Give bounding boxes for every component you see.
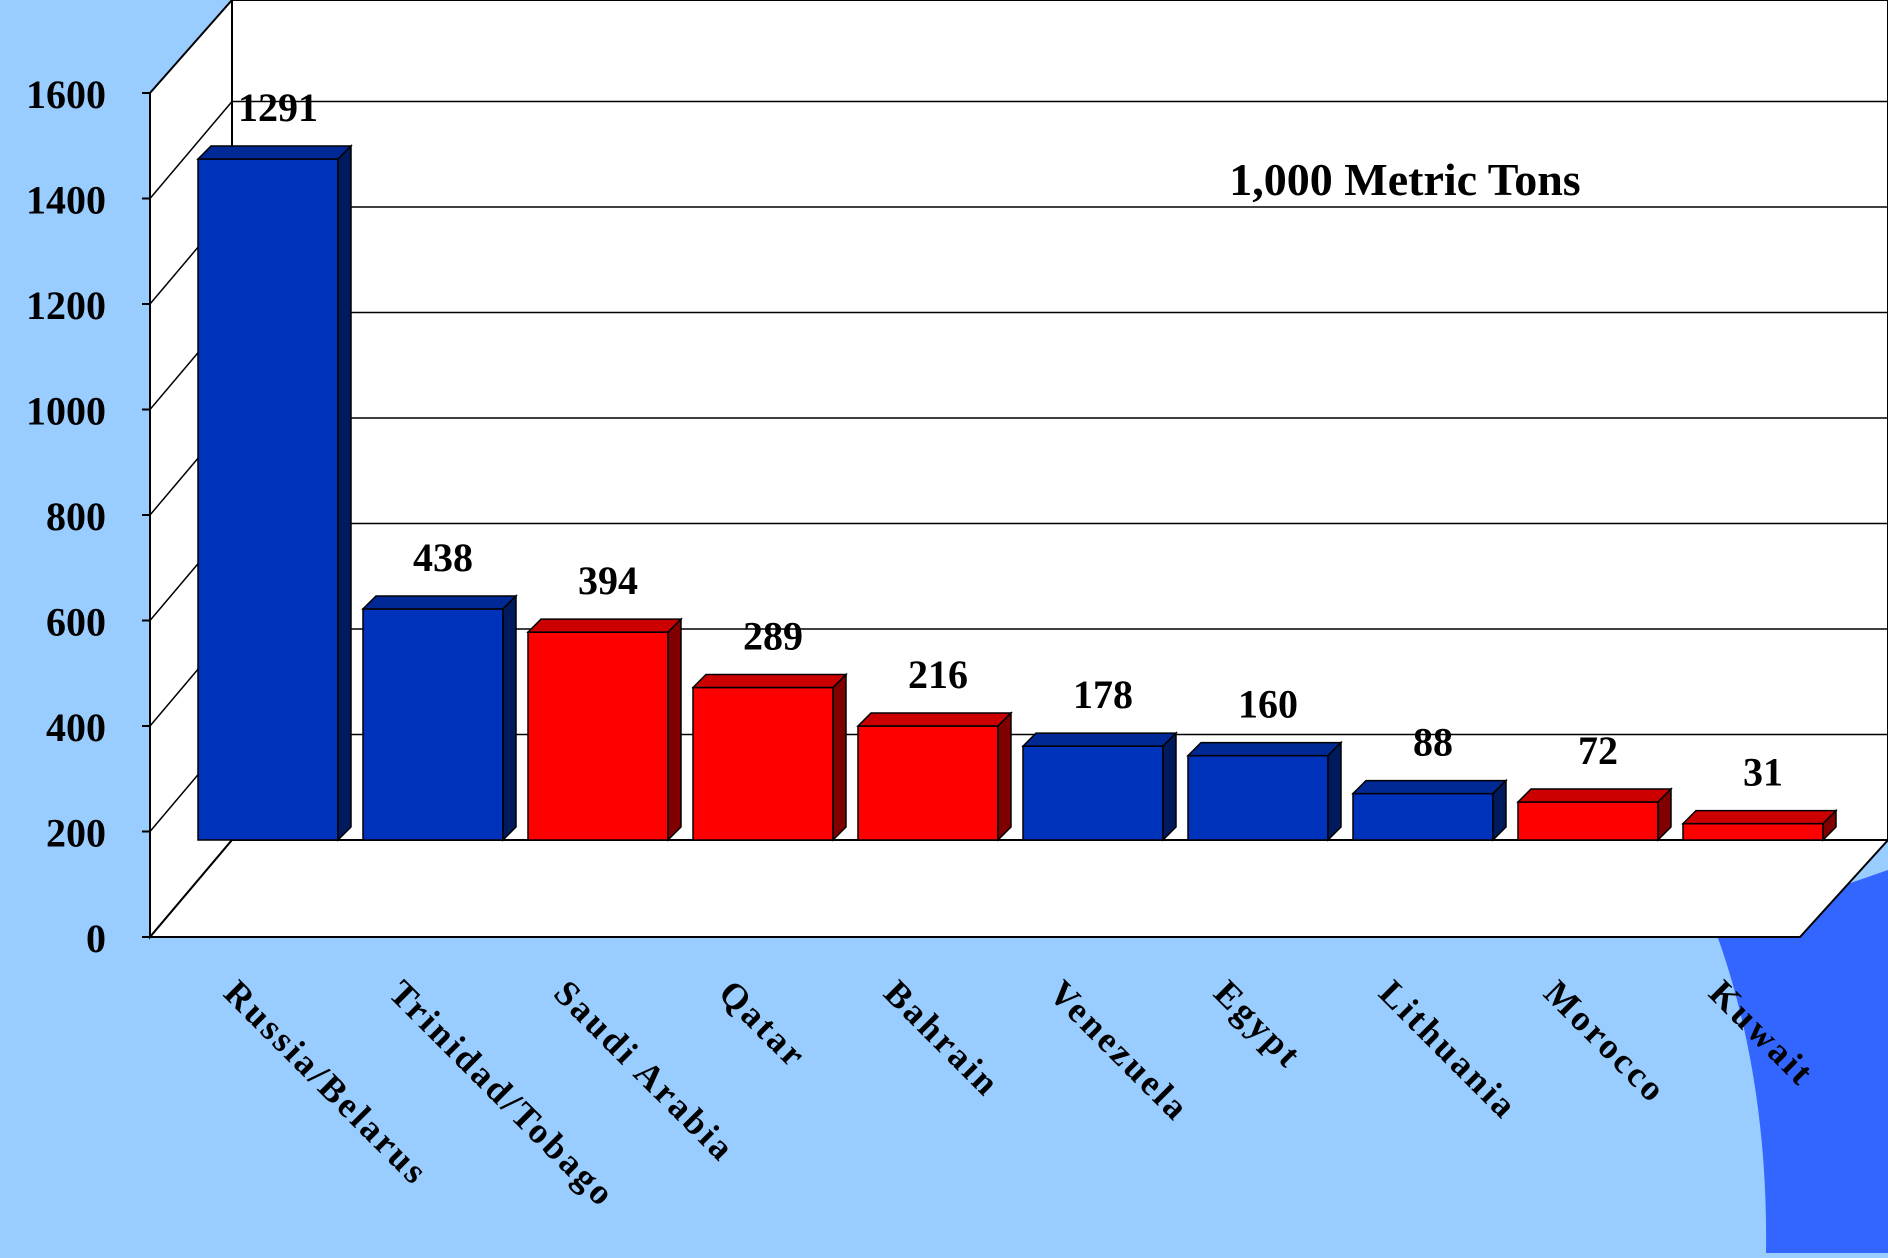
x-tick-label: Morocco (1536, 972, 1675, 1111)
bar (691, 672, 848, 842)
y-tick-label: 1400 (26, 178, 106, 223)
y-tick-label: 1600 (26, 72, 106, 117)
x-tick-label: Qatar (711, 972, 815, 1076)
bar (1351, 778, 1508, 842)
x-tick-label: Lithuania (1371, 972, 1526, 1127)
bar-front (527, 631, 669, 841)
data-label: 216 (908, 652, 968, 697)
y-tick-label: 1200 (26, 283, 106, 328)
data-label: 289 (743, 614, 803, 659)
bar (1516, 787, 1673, 842)
bar-side (832, 672, 847, 842)
data-label: 178 (1073, 672, 1133, 717)
x-tick-label: Bahrain (876, 972, 1008, 1104)
bar-front (692, 686, 834, 841)
bar-side (1327, 740, 1342, 842)
bar (361, 594, 518, 842)
bar-front (362, 608, 504, 841)
bar-side (502, 594, 517, 842)
bar-side (997, 711, 1012, 842)
bar (526, 617, 683, 842)
data-label: 438 (413, 535, 473, 580)
data-label: 160 (1238, 682, 1298, 727)
data-label: 394 (578, 558, 638, 603)
unit-annotation: 1,000 Metric Tons (1229, 154, 1580, 205)
bar-top (1351, 779, 1508, 795)
bar-top (1186, 741, 1343, 757)
bar-top (361, 595, 518, 610)
bar-side (1492, 778, 1507, 842)
bar-top (1021, 732, 1178, 747)
bar-side (337, 144, 352, 842)
y-tick-label: 400 (46, 705, 106, 750)
x-tick-label: Egypt (1206, 972, 1310, 1076)
bar-top (691, 673, 848, 689)
bar-top (196, 145, 353, 160)
bar-front (1187, 754, 1329, 841)
corner-swoosh (1715, 870, 1888, 1253)
bar (1681, 808, 1838, 842)
bar-front (1352, 792, 1494, 841)
data-label: 88 (1413, 720, 1453, 765)
bar-side (1657, 787, 1672, 842)
bar-front (1022, 745, 1164, 841)
y-tick-label: 600 (46, 600, 106, 645)
gridline-side (149, 101, 233, 199)
bars (196, 144, 1838, 842)
bar-top (1681, 809, 1838, 825)
bar (856, 711, 1013, 842)
x-tick-label: Venezuela (1041, 972, 1198, 1129)
bar-side (1822, 808, 1837, 842)
bar-top (856, 712, 1013, 727)
y-tick-label: 1000 (26, 389, 106, 434)
data-label: 31 (1743, 750, 1783, 795)
y-tick-label: 200 (46, 811, 106, 856)
bar-front (857, 725, 999, 841)
y-axis: 0 200 400 600 800 1000 1200 1400 1600 (26, 72, 151, 961)
data-label: 1291 (238, 85, 318, 130)
bar-front (1517, 801, 1659, 841)
bar-side (667, 617, 682, 842)
y-tick-label: 800 (46, 494, 106, 539)
floor (147, 839, 1888, 938)
bar-front (1682, 822, 1824, 841)
bar-front (197, 158, 339, 841)
data-label: 72 (1578, 728, 1618, 773)
bar-top (1516, 788, 1673, 803)
data-labels: 1291 438 394 289 216 178 160 88 72 31 (238, 85, 1783, 795)
bar (196, 144, 353, 842)
bar (1021, 731, 1178, 842)
bar (1186, 740, 1343, 842)
bar-side (1162, 731, 1177, 842)
y-tick-label: 0 (86, 916, 106, 961)
bar-top (526, 618, 683, 633)
